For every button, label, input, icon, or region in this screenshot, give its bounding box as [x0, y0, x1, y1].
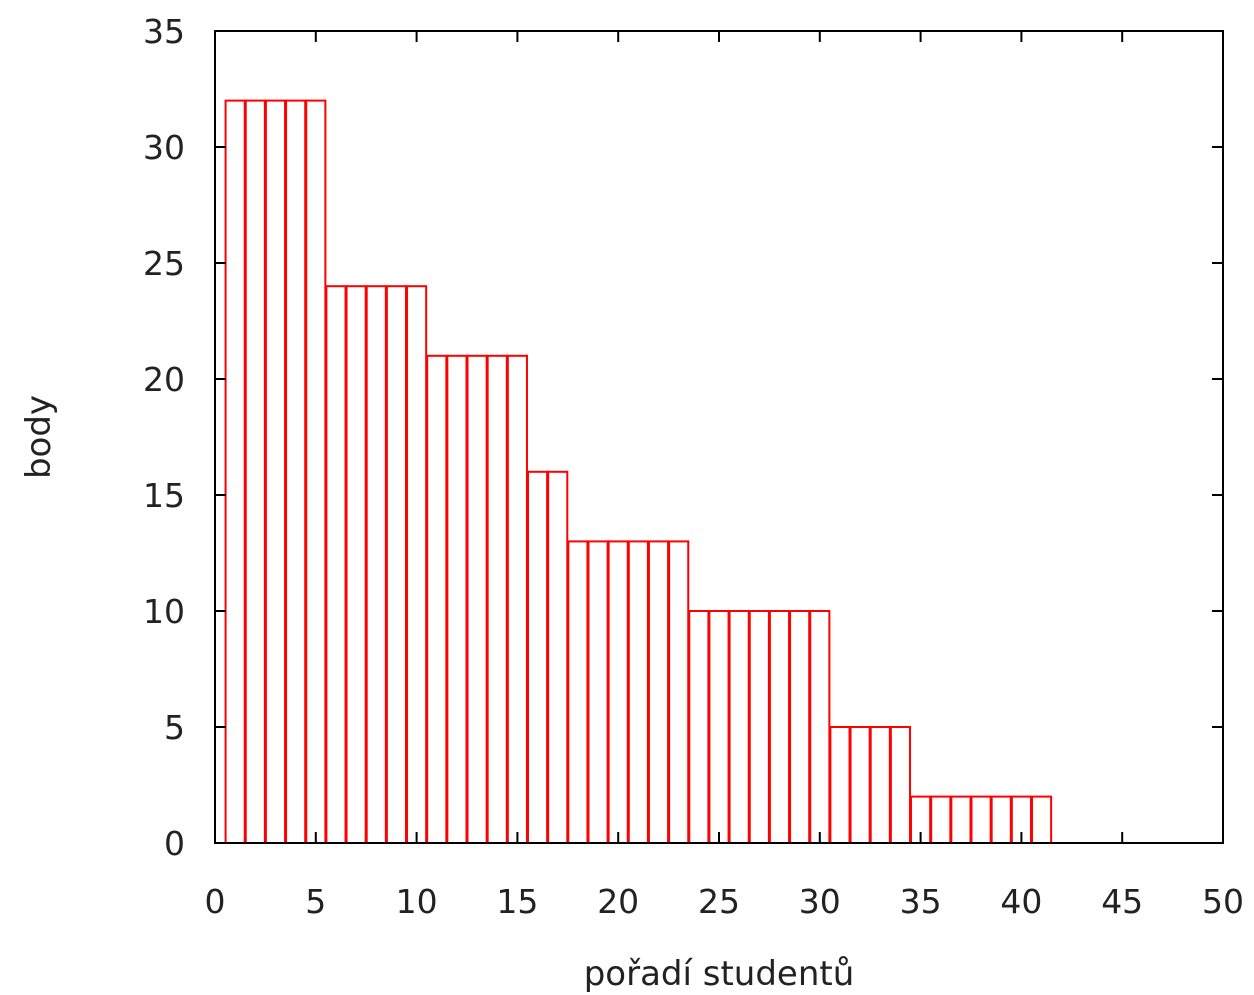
bar: [889, 726, 912, 844]
bar: [406, 285, 428, 844]
y-tick-label: 0: [164, 824, 185, 863]
x-tick-label: 30: [799, 882, 841, 921]
bar: [970, 795, 992, 844]
bar: [708, 610, 730, 844]
bar: [668, 540, 690, 845]
bar: [950, 795, 972, 844]
bar: [285, 99, 307, 845]
bar: [990, 795, 1012, 844]
bar: [466, 354, 488, 844]
tick-labels-group: 0 5 10 15 20 25 30 35 40 45 50 0 5 10 15 20 25 30 35: [143, 12, 1244, 921]
bar: [325, 285, 347, 844]
bar: [768, 610, 791, 844]
bar: [264, 99, 287, 845]
bar: [647, 540, 670, 845]
x-tick-label: 25: [698, 882, 740, 921]
bar: [526, 470, 549, 844]
bar: [345, 285, 367, 844]
bar: [869, 726, 891, 844]
bars-group: [224, 99, 1053, 845]
x-tick-label: 45: [1101, 882, 1143, 921]
x-axis-title: pořadí studentů: [584, 954, 855, 994]
y-tick-label: 10: [143, 592, 185, 631]
bar: [446, 354, 468, 844]
bar: [385, 285, 408, 844]
bar: [486, 354, 508, 844]
x-tick-label: 5: [305, 882, 326, 921]
bar: [627, 540, 649, 845]
bar: [809, 610, 831, 844]
x-tick-label: 50: [1202, 882, 1244, 921]
y-tick-label: 5: [164, 708, 185, 747]
y-tick-label: 35: [143, 12, 185, 51]
y-tick-label: 20: [143, 360, 185, 399]
bar: [728, 610, 750, 844]
x-tick-label: 15: [496, 882, 538, 921]
bar: [789, 610, 811, 844]
bar: [849, 726, 871, 844]
bar: [365, 285, 387, 844]
y-tick-label: 25: [143, 244, 185, 283]
bar: [547, 470, 569, 844]
x-tick-label: 0: [205, 882, 226, 921]
bar: [567, 540, 589, 845]
bar: [829, 726, 851, 844]
bar: [930, 795, 952, 844]
bar: [688, 610, 710, 844]
bar: [244, 99, 266, 845]
y-axis-title: body: [19, 395, 59, 479]
bar: [587, 540, 609, 845]
bar: [748, 610, 770, 844]
bar: [305, 99, 327, 845]
x-tick-label: 20: [597, 882, 639, 921]
bar: [607, 540, 629, 845]
x-tick-label: 35: [900, 882, 942, 921]
x-tick-label: 10: [396, 882, 438, 921]
x-tick-label: 40: [1000, 882, 1042, 921]
bar: [224, 99, 246, 845]
bar: [1030, 795, 1053, 844]
bar: [426, 354, 448, 844]
bar: [506, 354, 528, 844]
y-tick-label: 30: [143, 128, 185, 167]
ticks-group: [214, 30, 1224, 844]
y-tick-label: 15: [143, 476, 185, 515]
